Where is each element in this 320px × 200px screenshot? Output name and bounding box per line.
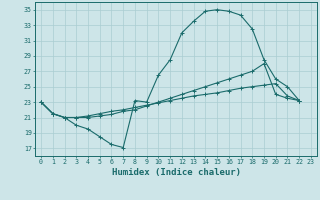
- X-axis label: Humidex (Indice chaleur): Humidex (Indice chaleur): [111, 168, 241, 177]
